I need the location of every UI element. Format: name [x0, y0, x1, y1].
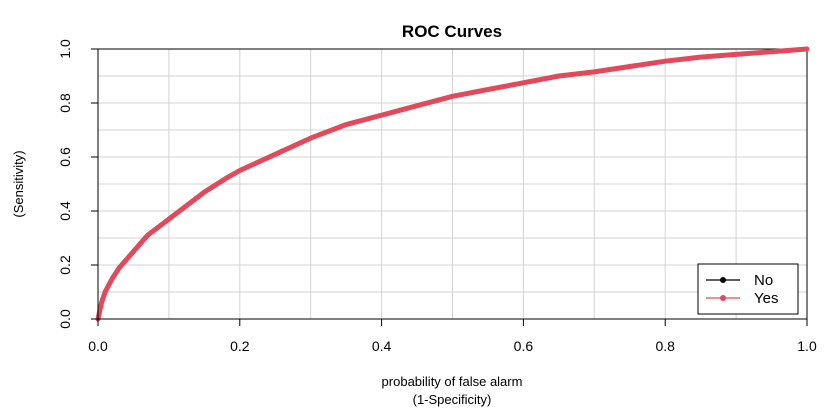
series-layer: [95, 46, 810, 322]
legend: No Yes: [697, 263, 799, 315]
legend-label-yes: Yes: [754, 290, 778, 307]
y-tick-label-0: 0.0: [57, 309, 73, 329]
legend-marker-no: [720, 277, 726, 283]
y-tick-label-3: 0.6: [57, 147, 73, 167]
y-axis: 0.0 0.2 0.4 0.6 0.8 1.0: [57, 39, 99, 329]
x-tick-label-5: 1.0: [797, 338, 817, 354]
x-axis-label: probability of false alarm: [382, 374, 523, 389]
y-tick-label-1: 0.2: [57, 255, 73, 275]
x-axis-sublabel: (1-Specificity): [413, 392, 492, 407]
x-tick-label-4: 0.8: [655, 338, 675, 354]
y-tick-label-2: 0.4: [57, 201, 73, 221]
x-tick-label-1: 0.2: [230, 338, 250, 354]
legend-marker-yes: [720, 295, 726, 301]
chart-title: ROC Curves: [402, 22, 502, 41]
x-tick-label-0: 0.0: [88, 338, 108, 354]
legend-box: [697, 263, 799, 315]
x-tick-label-3: 0.6: [514, 338, 534, 354]
legend-label-no: No: [754, 272, 773, 289]
x-tick-label-2: 0.4: [372, 338, 392, 354]
y-tick-label-4: 0.8: [57, 93, 73, 113]
x-axis: 0.0 0.2 0.4 0.6 0.8 1.0: [88, 318, 817, 354]
y-axis-label: (Sensitivity): [11, 150, 26, 217]
series-line-yes: [95, 46, 810, 322]
y-tick-label-5: 1.0: [57, 39, 73, 59]
